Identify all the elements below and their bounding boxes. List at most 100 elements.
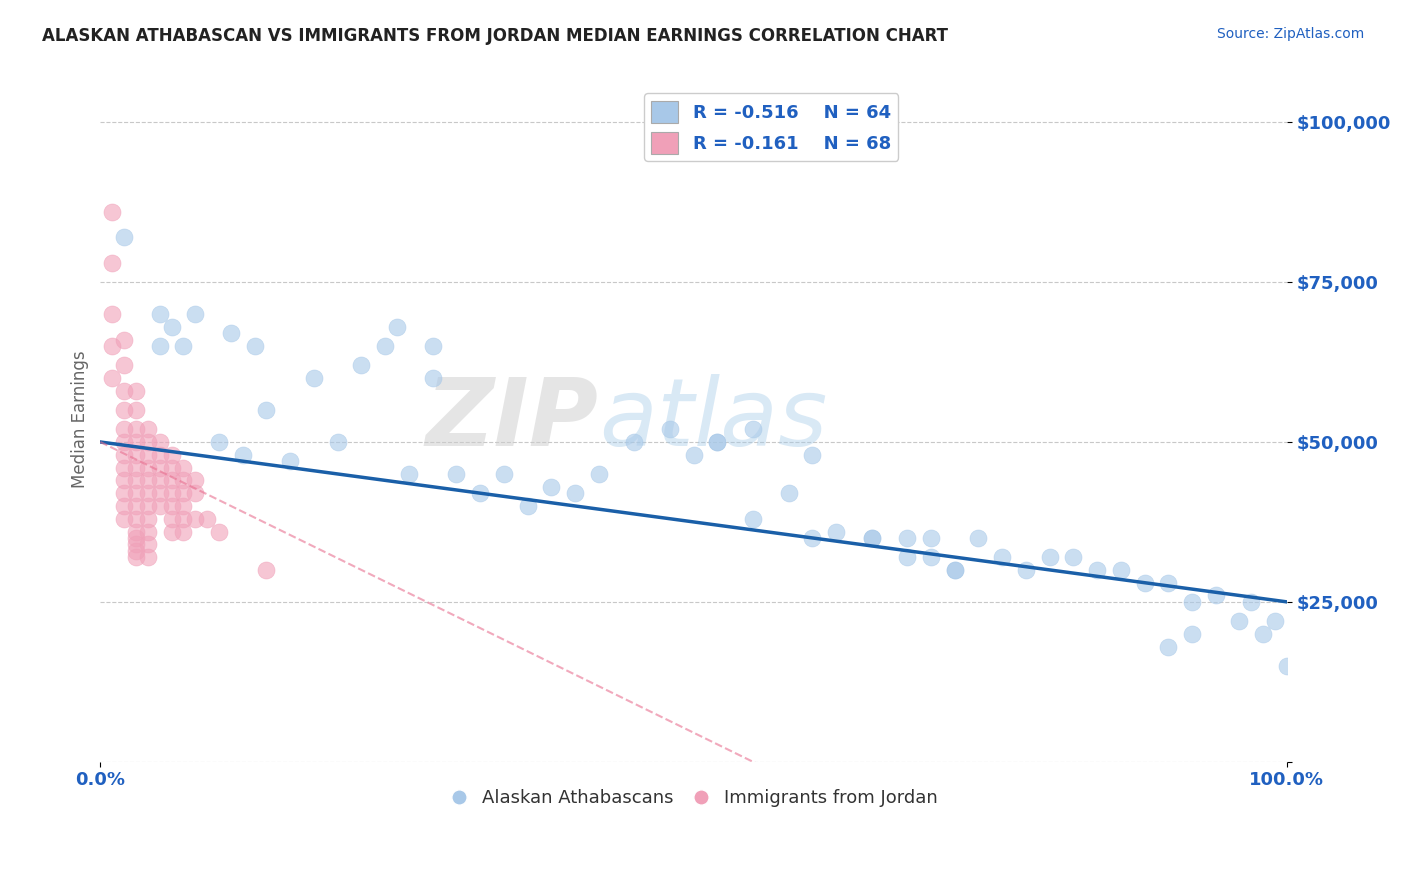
Point (136, 486, 159, 500)
Point (160, 460, 183, 475)
Point (112, 486, 135, 500)
Point (136, 448, 159, 462)
Point (943, 563, 966, 577)
Point (243, 339, 266, 353)
Point (112, 435, 135, 450)
Point (1039, 550, 1062, 565)
Point (1015, 563, 1038, 577)
Point (125, 550, 148, 565)
Point (125, 499, 148, 513)
Point (112, 422, 135, 436)
Point (516, 499, 538, 513)
Point (136, 512, 159, 526)
Point (422, 371, 444, 385)
Point (1133, 575, 1156, 590)
Point (588, 467, 610, 481)
Point (101, 371, 124, 385)
Point (112, 333, 135, 347)
Text: atlas: atlas (599, 374, 827, 465)
Point (101, 339, 124, 353)
Point (658, 422, 681, 436)
Point (860, 531, 883, 545)
Point (172, 486, 194, 500)
Point (149, 307, 172, 321)
Point (136, 550, 159, 565)
Point (125, 403, 148, 417)
Point (706, 435, 728, 450)
Point (112, 460, 135, 475)
Point (125, 422, 148, 436)
Point (256, 403, 278, 417)
Point (172, 460, 194, 475)
Text: ALASKAN ATHABASCAN VS IMMIGRANTS FROM JORDAN MEDIAN EARNINGS CORRELATION CHART: ALASKAN ATHABASCAN VS IMMIGRANTS FROM JO… (42, 27, 948, 45)
Point (326, 435, 349, 450)
Point (101, 307, 124, 321)
Point (172, 474, 194, 488)
Point (184, 307, 207, 321)
Point (125, 524, 148, 539)
Point (195, 512, 218, 526)
Point (101, 204, 124, 219)
Point (232, 448, 254, 462)
Point (112, 384, 135, 398)
Point (125, 512, 148, 526)
Point (160, 319, 183, 334)
Point (160, 448, 183, 462)
Point (398, 467, 420, 481)
Point (278, 454, 301, 468)
Point (1264, 614, 1286, 628)
Point (896, 531, 918, 545)
Point (112, 474, 135, 488)
Point (136, 460, 159, 475)
Point (112, 403, 135, 417)
Point (125, 460, 148, 475)
Point (136, 422, 159, 436)
Point (172, 524, 194, 539)
Point (943, 563, 966, 577)
Point (136, 474, 159, 488)
Point (149, 499, 172, 513)
Point (172, 339, 194, 353)
Point (136, 435, 159, 450)
Point (149, 435, 172, 450)
Point (125, 435, 148, 450)
Text: ZIP: ZIP (426, 374, 599, 466)
Point (920, 531, 942, 545)
Point (492, 467, 515, 481)
Y-axis label: Median Earnings: Median Earnings (72, 351, 89, 489)
Point (1181, 627, 1204, 641)
Point (112, 512, 135, 526)
Point (160, 512, 183, 526)
Point (125, 531, 148, 545)
Point (160, 474, 183, 488)
Point (860, 531, 883, 545)
Point (302, 371, 325, 385)
Point (160, 499, 183, 513)
Point (112, 230, 135, 244)
Point (801, 448, 824, 462)
Point (825, 524, 848, 539)
Point (112, 358, 135, 372)
Point (1109, 563, 1132, 577)
Point (149, 339, 172, 353)
Point (1157, 640, 1180, 654)
Point (149, 460, 172, 475)
Point (1251, 627, 1274, 641)
Point (172, 512, 194, 526)
Point (1181, 595, 1204, 609)
Point (125, 474, 148, 488)
Point (136, 524, 159, 539)
Point (172, 499, 194, 513)
Point (742, 512, 765, 526)
Point (184, 512, 207, 526)
Legend: Alaskan Athabascans, Immigrants from Jordan: Alaskan Athabascans, Immigrants from Jor… (443, 782, 945, 814)
Point (101, 256, 124, 270)
Point (422, 339, 444, 353)
Point (184, 474, 207, 488)
Point (149, 448, 172, 462)
Point (208, 435, 231, 450)
Point (468, 486, 491, 500)
Point (112, 448, 135, 462)
Point (160, 486, 183, 500)
Point (256, 563, 278, 577)
